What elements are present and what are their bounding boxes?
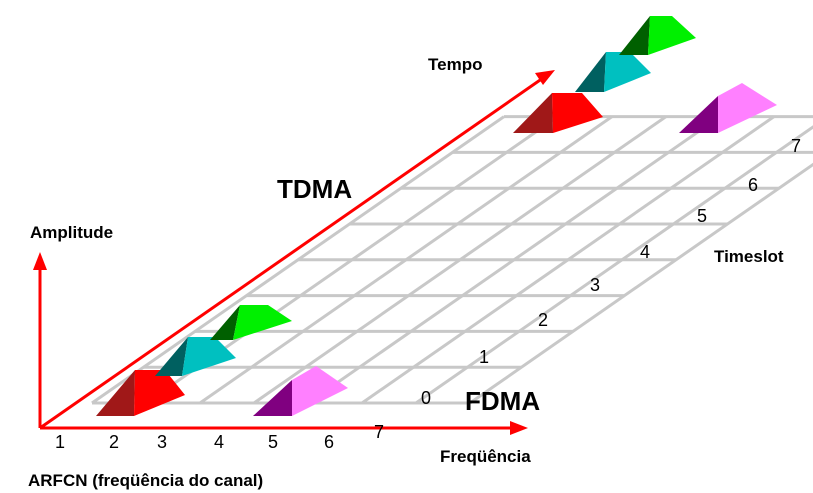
tdma-label: TDMA xyxy=(277,174,352,204)
arfcn-number: 3 xyxy=(157,432,167,452)
grid-column-line xyxy=(253,115,667,405)
arfcn-number-labels: 1 2 3 4 5 6 7 xyxy=(55,422,384,452)
arfcn-number: 1 xyxy=(55,432,65,452)
grid-column-line xyxy=(415,125,813,405)
amplitude-arrowhead xyxy=(33,252,47,270)
burst-ch5-ts0 xyxy=(253,366,348,416)
arfcn-number: 6 xyxy=(324,432,334,452)
burst-ch2-ts2-face xyxy=(233,305,292,340)
grid-column-line xyxy=(199,115,613,405)
burst-ch5-ts7 xyxy=(679,83,777,133)
burst-ch5-ts7-face xyxy=(718,83,777,133)
fdma-label: FDMA xyxy=(465,386,540,416)
grid-column-line xyxy=(307,115,721,405)
burst-ch2-ts2-shade xyxy=(210,305,240,340)
timeslot-number: 6 xyxy=(748,175,758,195)
burst-ch5-ts7-shade xyxy=(679,96,718,133)
burst-ch2-ts7 xyxy=(513,93,603,133)
timeslot-number: 0 xyxy=(421,388,431,408)
burst-ch2-ts8-shade xyxy=(575,52,606,92)
arfcn-number: 2 xyxy=(109,432,119,452)
arfcn-number: 4 xyxy=(214,432,224,452)
timeslot-number-labels: 0 1 2 3 4 5 6 7 xyxy=(421,136,801,408)
timeslot-number: 5 xyxy=(697,206,707,226)
axes xyxy=(33,70,555,435)
timeslot-number: 1 xyxy=(479,347,489,367)
arfcn-number: 7 xyxy=(374,422,384,442)
timeslot-number: 2 xyxy=(538,310,548,330)
burst-ch2-ts7-face xyxy=(552,93,603,133)
tempo-label: Tempo xyxy=(428,55,482,74)
arfcn-label: ARFCN (freqüência do canal) xyxy=(28,471,263,490)
grid-column-line xyxy=(91,115,505,405)
burst-ch5-ts0-face xyxy=(292,366,348,416)
arfcn-number: 5 xyxy=(268,432,278,452)
burst-ch2-ts2 xyxy=(210,305,292,340)
burst-ch2-ts9 xyxy=(619,16,696,55)
burst-ch2-ts9-shade xyxy=(619,16,650,55)
burst-ch2-ts9-face xyxy=(648,16,696,55)
burst-ch2-ts1 xyxy=(155,337,236,376)
burst-ch2-ts0-face xyxy=(134,370,185,416)
burst-ch2-ts0-shade xyxy=(96,370,135,416)
grid-column-line xyxy=(361,115,775,405)
burst-ch2-ts0 xyxy=(96,370,185,416)
time-axis xyxy=(39,76,544,430)
timeslot-number: 3 xyxy=(590,275,600,295)
time-arrowhead xyxy=(535,70,555,85)
frequency-arrowhead xyxy=(510,421,528,435)
timeslot-number: 7 xyxy=(791,136,801,156)
burst-ch2-ts1-face xyxy=(182,337,236,376)
burst-ch2-ts8 xyxy=(575,52,651,92)
burst-ch5-ts0-shade xyxy=(253,380,292,416)
grid-column-line xyxy=(469,162,813,405)
timeslot-number: 4 xyxy=(640,242,650,262)
timeslot-label: Timeslot xyxy=(714,247,784,266)
burst-ch2-ts8-face xyxy=(604,52,651,92)
amplitude-label: Amplitude xyxy=(30,223,113,242)
frequencia-label: Freqüência xyxy=(440,447,531,466)
burst-ch2-ts7-shade xyxy=(513,93,553,133)
burst-ch2-ts1-shade xyxy=(155,337,188,376)
